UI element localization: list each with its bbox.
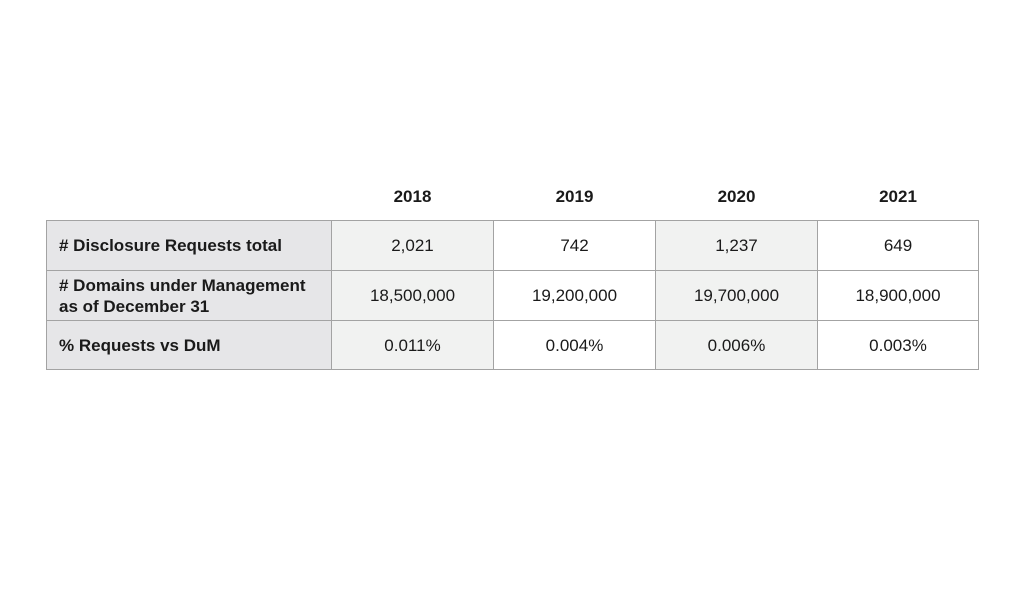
- column-header: 2020: [717, 187, 756, 206]
- table-cell: 18,500,000: [331, 270, 494, 321]
- row-label: % Requests vs DuM: [46, 320, 332, 370]
- table-cell: 742: [493, 220, 656, 271]
- table-cell: 0.004%: [493, 320, 656, 370]
- table-cell: 2,021: [331, 220, 494, 271]
- column-header: 2019: [555, 187, 594, 206]
- table-cell: 649: [817, 220, 979, 271]
- row-label: # Domains under Management as of Decembe…: [46, 270, 332, 321]
- table-cell: 19,700,000: [655, 270, 818, 321]
- column-header: 2021: [879, 187, 917, 206]
- table-cell: 0.011%: [331, 320, 494, 370]
- table-cell: 0.006%: [655, 320, 818, 370]
- table-cell: 19,200,000: [493, 270, 656, 321]
- table-cell: 1,237: [655, 220, 818, 271]
- column-header: 2018: [393, 187, 432, 206]
- row-label: # Disclosure Requests total: [46, 220, 332, 271]
- table-cell: 0.003%: [817, 320, 979, 370]
- table-cell: 18,900,000: [817, 270, 979, 321]
